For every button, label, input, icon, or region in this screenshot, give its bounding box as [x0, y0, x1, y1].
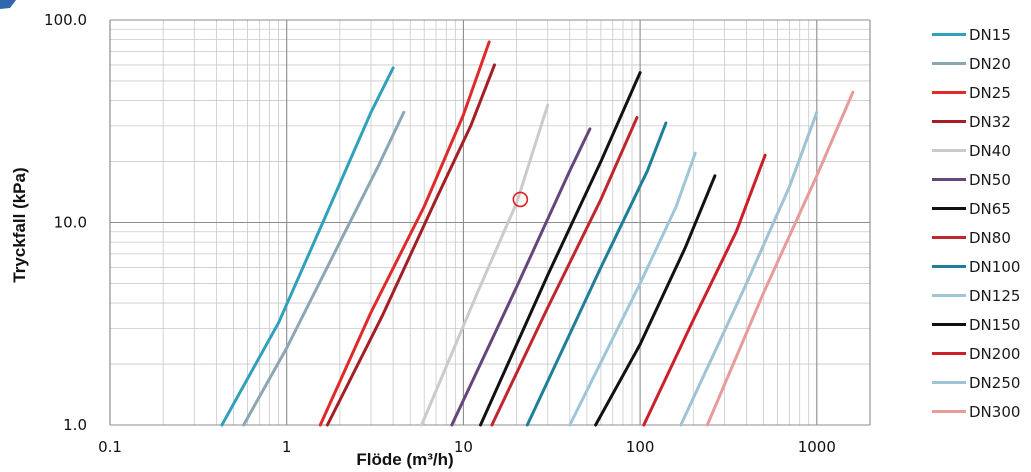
x-tick-label: 1 — [282, 438, 292, 456]
y-tick-label: 1.0 — [63, 416, 87, 434]
series-line-dn300 — [705, 90, 855, 427]
y-axis-label: Tryckfall (kPa) — [10, 167, 29, 282]
legend: DN15 DN20 DN25 DN32 DN40 DN50 DN65 DN80 DN100 DN1… — [932, 20, 1031, 426]
legend-label: DN300 — [969, 402, 1021, 421]
series-line-dn200 — [642, 153, 767, 427]
legend-swatch — [932, 178, 966, 181]
series-line-dn150 — [594, 174, 717, 427]
y-tick-label: 10.0 — [54, 214, 87, 232]
legend-item-dn15: DN15 — [932, 20, 1031, 49]
legend-label: DN15 — [969, 25, 1011, 44]
legend-label: DN20 — [969, 54, 1011, 73]
corner-accent-mark — [0, 0, 16, 9]
series-line-dn20 — [242, 110, 406, 427]
legend-label: DN80 — [969, 228, 1011, 247]
legend-item-dn25: DN25 — [932, 78, 1031, 107]
legend-item-dn40: DN40 — [932, 136, 1031, 165]
tick-labels: 0.1 1 10 100 1000 1.0 10.0 100.0 — [44, 11, 836, 456]
legend-item-dn50: DN50 — [932, 165, 1031, 194]
series-line-dn50 — [450, 127, 592, 427]
legend-swatch — [932, 120, 966, 123]
series-line-dn32 — [325, 63, 496, 427]
x-tick-label: 1000 — [798, 438, 836, 456]
legend-item-dn150: DN150 — [932, 310, 1031, 339]
legend-swatch — [932, 352, 966, 355]
legend-swatch — [932, 91, 966, 94]
legend-swatch — [932, 265, 966, 268]
legend-item-dn250: DN250 — [932, 368, 1031, 397]
legend-label: DN100 — [969, 257, 1021, 276]
legend-label: DN250 — [969, 373, 1021, 392]
series-line-dn65 — [479, 71, 642, 427]
legend-swatch — [932, 381, 966, 384]
corner-accent — [0, 0, 16, 9]
legend-item-dn100: DN100 — [932, 252, 1031, 281]
major-gridlines — [109, 19, 871, 426]
legend-item-dn20: DN20 — [932, 49, 1031, 78]
legend-item-dn32: DN32 — [932, 107, 1031, 136]
legend-label: DN32 — [969, 112, 1011, 131]
legend-label: DN65 — [969, 199, 1011, 218]
legend-swatch — [932, 236, 966, 239]
x-tick-label: 100 — [626, 438, 655, 456]
series-line-dn250 — [679, 110, 819, 427]
legend-swatch — [932, 294, 966, 297]
legend-label: DN25 — [969, 83, 1011, 102]
legend-label: DN40 — [969, 141, 1011, 160]
series-line-dn125 — [568, 151, 697, 427]
x-tick-label: 10 — [454, 438, 473, 456]
legend-swatch — [932, 33, 966, 36]
legend-item-dn200: DN200 — [932, 339, 1031, 368]
legend-swatch — [932, 207, 966, 210]
legend-item-dn125: DN125 — [932, 281, 1031, 310]
legend-label: DN150 — [969, 315, 1021, 334]
legend-swatch — [932, 410, 966, 413]
series-lines — [220, 40, 855, 427]
series-line-dn40 — [420, 103, 550, 427]
legend-item-dn80: DN80 — [932, 223, 1031, 252]
legend-item-dn300: DN300 — [932, 397, 1031, 426]
x-tick-label: 0.1 — [98, 438, 122, 456]
series-line-dn15 — [220, 66, 395, 427]
series-line-dn100 — [525, 121, 668, 427]
legend-label: DN200 — [969, 344, 1021, 363]
highlight-marker-circle — [512, 191, 529, 208]
x-axis-label: Flöde (m³/h) — [356, 450, 453, 469]
legend-swatch — [932, 323, 966, 326]
series-line-dn25 — [318, 40, 491, 427]
legend-item-dn65: DN65 — [932, 194, 1031, 223]
legend-label: DN50 — [969, 170, 1011, 189]
series-line-dn80 — [490, 116, 639, 427]
legend-swatch — [932, 62, 966, 65]
highlight-marker — [512, 191, 529, 208]
y-tick-label: 100.0 — [44, 11, 87, 29]
legend-label: DN125 — [969, 286, 1021, 305]
legend-swatch — [932, 149, 966, 152]
